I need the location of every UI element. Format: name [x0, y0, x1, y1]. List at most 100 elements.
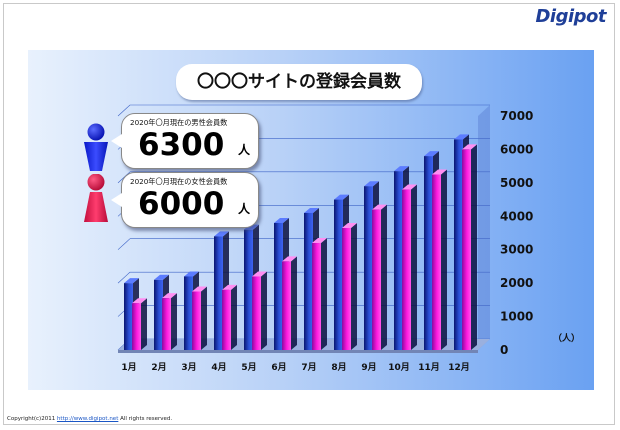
bar-series2-4 [222, 289, 231, 350]
bar-series1-12-top [454, 134, 469, 140]
bar-series1-10 [394, 171, 403, 350]
bar-series2-12 [462, 149, 471, 350]
bar-series2-2-side [171, 293, 177, 350]
bar-series2-12-top [462, 144, 477, 150]
bar-series2-1-top [132, 298, 147, 304]
bar-series1-2-top [154, 274, 169, 280]
bar-series2-7 [312, 243, 321, 350]
bar-series2-11 [432, 174, 441, 350]
floor-edge [118, 350, 478, 353]
bar-series1-6 [274, 222, 283, 350]
x-tick-label-6: 6月 [271, 362, 286, 373]
bar-series1-8 [334, 199, 343, 350]
bar-series1-1-top [124, 278, 139, 284]
y-tick-label-6: 6000 [500, 142, 533, 156]
bar-series1-4 [214, 236, 223, 350]
male-members-callout: 2020年〇月現在の男性会員数 6300 人 [111, 113, 259, 169]
y-tick-label-4: 4000 [500, 209, 533, 223]
y-tick-label-1: 1000 [500, 310, 533, 324]
bar-series1-5-top [244, 224, 259, 230]
bar-series1-3-top [184, 271, 199, 277]
bar-series2-9-side [381, 204, 387, 350]
y-tick-label-3: 3000 [500, 243, 533, 257]
bar-series2-6-top [282, 256, 297, 262]
right-wall [478, 105, 490, 350]
bar-series1-2 [154, 279, 163, 350]
x-tick-label-11: 11月 [418, 362, 440, 373]
bar-series1-9 [364, 186, 373, 350]
bar-series2-3 [192, 291, 201, 350]
bar-series2-2-top [162, 293, 177, 299]
gridline-side-3 [117, 238, 131, 250]
female-callout-caption: 2020年〇月現在の女性会員数 [130, 177, 228, 186]
bar-series2-11-top [432, 169, 447, 175]
bar-series2-11-side [441, 169, 447, 350]
chart-title: 〇〇〇サイトの登録会員数 [176, 64, 422, 100]
bar-series2-5-side [261, 271, 267, 350]
bar-series1-7-top [304, 207, 319, 213]
bar-series2-7-side [321, 238, 327, 350]
female-callout-value: 6000 [138, 186, 225, 222]
bar-series2-6-side [291, 256, 297, 350]
gridline-side-7 [117, 104, 131, 117]
digipot-logo: Digipot [535, 6, 606, 27]
copyright-link[interactable]: http://www.digipot.net [56, 416, 119, 422]
bar-series2-8-top [342, 222, 357, 228]
bar-series2-5-top [252, 271, 267, 277]
bar-series2-3-top [192, 286, 207, 292]
bar-series2-10 [402, 189, 411, 350]
copyright-footer: Copyright(c)2011 http://www.digipot.net … [7, 416, 172, 422]
male-callout-value: 6300 [138, 127, 225, 163]
bar-series2-9-top [372, 204, 387, 210]
x-tick-label-12: 12月 [448, 362, 470, 373]
logo-text: Digipot [535, 6, 606, 27]
x-tick-label-10: 10月 [388, 362, 410, 373]
bar-series2-10-side [411, 184, 417, 350]
bar-series2-1-side [141, 298, 147, 350]
bar-series2-9 [372, 209, 381, 350]
bar-series2-2 [162, 298, 171, 350]
y-tick-label-0: 0 [500, 343, 508, 357]
bar-series2-10-top [402, 184, 417, 190]
y-axis-unit-label: （人） [553, 332, 580, 344]
x-tick-label-4: 4月 [211, 362, 226, 373]
male-person-icon [84, 123, 108, 171]
bar-series1-11-top [424, 151, 439, 157]
bar-series2-1 [132, 303, 141, 350]
bar-series2-8-side [351, 222, 357, 350]
x-tick-label-1: 1月 [121, 362, 136, 373]
x-tick-label-2: 2月 [151, 362, 166, 373]
female-person-icon [84, 174, 108, 222]
x-tick-label-3: 3月 [181, 362, 196, 373]
male-callout-caption: 2020年〇月現在の男性会員数 [130, 118, 228, 127]
bar-series1-11 [424, 156, 433, 350]
bar-series1-8-top [334, 194, 349, 200]
x-tick-label-5: 5月 [241, 362, 256, 373]
bar-series1-7 [304, 212, 313, 350]
bar-series1-3 [184, 276, 193, 350]
gridline-side-2 [117, 271, 131, 284]
bar-series2-5 [252, 276, 261, 350]
bar-series1-1 [124, 283, 133, 350]
bar-series1-5 [244, 229, 253, 350]
bar-series2-12-side [471, 144, 477, 350]
y-tick-label-7: 7000 [500, 109, 533, 123]
bar-series2-7-top [312, 238, 327, 244]
x-tick-label-9: 9月 [361, 362, 376, 373]
y-tick-label-5: 5000 [500, 176, 533, 190]
female-callout-unit: 人 [238, 202, 251, 216]
x-tick-label-8: 8月 [331, 362, 346, 373]
bar-series1-10-top [394, 166, 409, 172]
bar-series2-3-side [201, 286, 207, 350]
bar-series1-9-top [364, 181, 379, 187]
male-callout-unit: 人 [238, 143, 251, 157]
y-tick-label-2: 2000 [500, 276, 533, 290]
x-tick-label-7: 7月 [301, 362, 316, 373]
bar-series2-6 [282, 261, 291, 350]
bar-series2-4-side [231, 284, 237, 350]
female-members-callout: 2020年〇月現在の女性会員数 6000 人 [111, 172, 259, 228]
bar-series1-12 [454, 139, 463, 350]
bar-series2-4-top [222, 284, 237, 290]
bar-series2-8 [342, 227, 351, 350]
